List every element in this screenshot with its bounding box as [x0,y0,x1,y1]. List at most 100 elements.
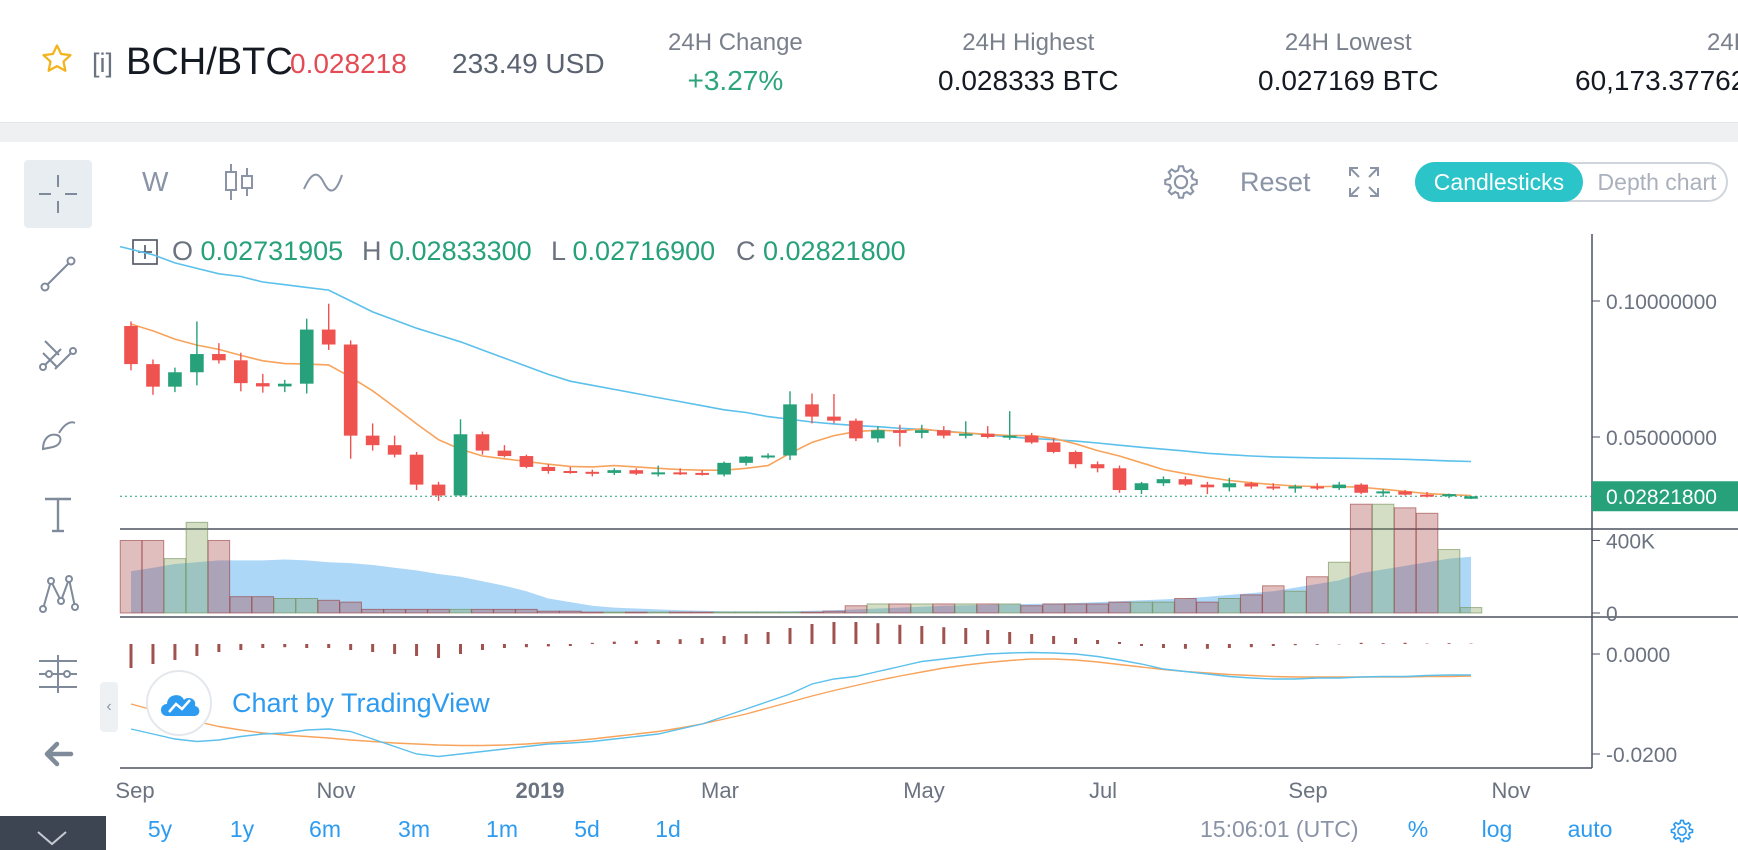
stat-value: +3.27% [687,65,784,96]
collapse-left-handle[interactable]: ‹ [100,682,118,732]
reset-button[interactable]: Reset [1240,166,1311,197]
settings-button[interactable] [1160,162,1202,202]
hide-tools-button[interactable] [24,720,92,788]
collapse-panel-button[interactable] [0,816,106,850]
tab-candlesticks[interactable]: Candlesticks [1415,162,1583,202]
chart-panel: W Reset Candlesticks Depth chart O 0.027… [0,142,1738,850]
volume-bar [1459,607,1483,614]
volume-bar [866,603,890,614]
measure-tool[interactable] [24,640,92,708]
ohlc-value: 0.02716900 [572,236,716,266]
volume-bar [668,611,692,614]
price-chart[interactable]: 0.10000000 0.05000000 400K 0 0.0000 -0.0200 0.… [0,142,1738,812]
range-6m[interactable]: 6m [309,816,341,842]
volume-bar [1349,503,1373,614]
volume-bar [1415,512,1439,614]
star-icon[interactable] [40,42,74,76]
range-3m[interactable]: 3m [398,816,430,842]
volume-axis-label: 400K [1606,530,1655,553]
volume-bar [1042,603,1065,614]
tradingview-link[interactable]: Chart by TradingView [232,688,490,718]
text-tool[interactable] [24,480,92,548]
current-price-label: 0.02821800 [1606,486,1717,509]
volume-bar [449,608,472,614]
arrow-left-icon [44,741,74,767]
range-5y[interactable]: 5y [147,816,173,842]
ma-fast-line [130,323,1472,497]
candle-body [717,462,731,475]
candle-body [1398,491,1412,495]
pair-name: BCH/BTC [126,41,293,83]
ohlc-open: O 0.02731905 [172,236,343,267]
volume-bar [581,611,604,614]
volume-bar [229,596,253,614]
ohlc-value: 0.02821800 [763,236,906,266]
measure-icon [39,655,77,693]
candle-body [849,420,863,439]
range-5d[interactable]: 5d [574,816,600,842]
expand-icon [1349,167,1379,197]
indicators-button[interactable] [302,162,344,202]
range-1y[interactable]: 1y [229,816,255,842]
pattern-tool[interactable] [24,560,92,628]
gear-icon[interactable] [1668,817,1696,845]
volume-bar [185,521,209,614]
candle-body [1332,484,1347,489]
volume-bar [1240,594,1263,614]
candle-body [1156,479,1171,484]
candle-body [1244,483,1259,487]
candle-body [409,454,424,485]
auto-toggle[interactable]: auto [1567,816,1613,842]
range-1m[interactable]: 1m [486,816,518,842]
macd-signal-line [130,658,1472,747]
volume-bar [888,603,912,614]
ticker-bar: [i] BCH/BTC 0.028218 233.49 USD 24H Chan… [0,0,1738,123]
ohlc-value: 0.02833300 [389,236,532,266]
tradingview-logo [146,670,212,736]
percent-toggle[interactable]: % [1407,816,1429,842]
trend-line-tool[interactable] [24,240,92,308]
volume-bar [910,603,934,614]
volume-bar [976,603,999,614]
wave-icon [303,173,343,192]
candle-body [1090,464,1105,469]
volume-bar [537,610,560,614]
crosshair-tool[interactable] [24,160,92,228]
candle-body [190,354,204,373]
ohlc-high: H 0.02833300 [362,236,532,267]
volume-ma-area [131,556,1471,613]
range-1d[interactable]: 1d [655,816,681,842]
volume-bar [712,611,736,614]
stat-label: 24H Lowest [1284,29,1412,56]
volume-bar [1064,603,1087,614]
fullscreen-button[interactable] [1346,162,1382,202]
current-price-badge [1592,481,1738,512]
interval-button[interactable]: W [142,166,169,197]
volume-bar [954,603,978,614]
candle-body [1354,484,1368,493]
candle-body [299,329,314,384]
x-axis-label: Nov [1491,778,1531,803]
ma-slow-line [119,245,1472,463]
volume-bar [603,611,626,614]
volume-bar [1196,601,1219,614]
stat-24h-highest: 24H Highest 0.028333 BTC [938,28,1119,100]
gear-icon [1164,165,1198,199]
volume-bar [844,605,868,614]
candle-body [431,484,446,496]
tab-depth-chart[interactable]: Depth chart [1597,169,1717,195]
candle-body [585,471,600,474]
pitchfork-icon [39,340,77,371]
candle-body [893,430,907,433]
brush-tool[interactable] [24,400,92,468]
info-link[interactable]: [i] [92,48,114,78]
log-toggle[interactable]: log [1481,816,1513,842]
fib-tool[interactable] [24,320,92,388]
volume-bar [515,608,538,614]
candle-body [277,383,292,387]
candle-body [871,430,885,439]
trend-line-icon [40,256,76,292]
volume-bar [207,539,231,614]
candle-style-button[interactable] [222,162,256,202]
clock-tz: (UTC) [1295,816,1359,842]
